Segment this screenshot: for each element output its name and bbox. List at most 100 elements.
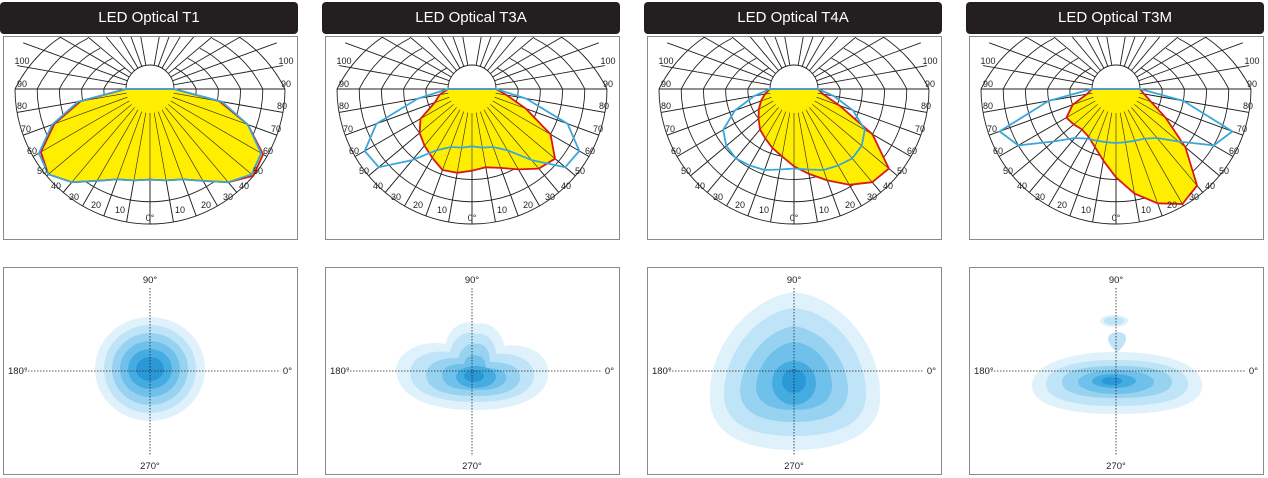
polar-diagram: 100 90 80 70 60 50 40 30 20 10 100 90 80 70 60 50 40 30 20…: [969, 36, 1264, 240]
polar-ring-upper: [14, 37, 62, 90]
polar-spoke-overlay: [354, 100, 452, 157]
polar-grid-overlay: [337, 88, 607, 224]
polar-ring-upper: [1165, 47, 1208, 90]
radial-label-right: 30: [545, 192, 555, 202]
polar-spoke-overlay: [161, 109, 218, 207]
polar-spoke: [1131, 37, 1161, 71]
polar-spoke-overlay: [1028, 107, 1101, 193]
radial-label-right: 40: [1205, 181, 1215, 191]
radial-label-left: 80: [661, 101, 671, 111]
polar-ring-upper: [58, 47, 101, 90]
polar-ring-upper: [358, 37, 411, 90]
polar-spoke-overlay: [368, 104, 454, 177]
polar-ring-upper: [175, 67, 197, 90]
polar-spoke: [1096, 37, 1109, 67]
center-angle-label: 0°: [790, 213, 799, 223]
polar-spoke-overlay: [345, 96, 450, 136]
radial-label-right: 20: [523, 200, 533, 210]
radial-label-right: 100: [1244, 56, 1259, 66]
polar-spoke-overlay: [814, 100, 912, 157]
polar-spoke-overlay: [170, 100, 268, 157]
polar-spoke: [817, 65, 928, 86]
polar-spoke: [168, 37, 213, 74]
polar-grid-overlay: [659, 88, 929, 224]
isolux-label-270: 270°: [462, 461, 482, 472]
polar-spoke-overlay: [492, 100, 590, 157]
polar-spoke: [1138, 42, 1244, 82]
radial-label-left: 60: [349, 146, 359, 156]
radial-label-left: 10: [115, 205, 125, 215]
radial-label-right: 70: [915, 124, 925, 134]
polar-spoke-overlay: [982, 92, 1093, 113]
center-angle-label: 0°: [146, 213, 155, 223]
isolux-label-270: 270°: [1106, 461, 1126, 472]
polar-spoke: [1127, 37, 1147, 69]
isolux-label-180: 180°: [974, 366, 994, 377]
radial-label-right: 80: [599, 101, 609, 111]
radial-label-left: 50: [1003, 166, 1013, 176]
polar-spoke-overlay: [1136, 100, 1234, 157]
polar-ring-upper: [980, 37, 1028, 90]
radial-label-right: 100: [600, 56, 615, 66]
polar-spoke-overlay: [1139, 92, 1250, 113]
polar-ring-upper: [533, 37, 586, 90]
polar-spoke: [816, 42, 922, 82]
polar-spoke-overlay: [16, 92, 127, 113]
polar-spoke-overlay: [812, 104, 898, 177]
isolux-plot: 90° 180° 0° 270°: [652, 275, 936, 472]
polar-ring-upper: [380, 47, 423, 90]
polar-spoke-overlay: [103, 111, 143, 216]
radial-label-left: 20: [1057, 200, 1067, 210]
polar-diagram: 100 90 80 70 60 50 40 30 20 10 100 90 80 70 60 50 40 30 20…: [325, 36, 620, 240]
radial-label-left: 10: [1081, 205, 1091, 215]
polar-spoke: [774, 37, 787, 67]
polar-ring-upper: [403, 57, 435, 90]
polar-spoke: [703, 37, 774, 78]
isolux-plot: 90° 180° 0° 270°: [974, 275, 1258, 472]
polar-spoke-overlay: [172, 96, 277, 136]
polar-spoke-overlay: [153, 112, 174, 223]
radial-label-left: 10: [437, 205, 447, 215]
polar-ring-upper: [1069, 67, 1091, 90]
radial-label-right: 10: [175, 205, 185, 215]
polar-ring-upper: [843, 47, 886, 90]
radial-label-left: 50: [681, 166, 691, 176]
polar-ring-upper: [1204, 37, 1252, 90]
polar-spoke: [1119, 37, 1126, 66]
radial-label-right: 30: [867, 192, 877, 202]
polar-spoke: [157, 37, 170, 67]
polar-spoke: [814, 37, 885, 78]
radial-label-left: 90: [983, 79, 993, 89]
isolux-plot: 90° 180° 0° 270°: [330, 275, 614, 472]
polar-spoke: [492, 37, 563, 78]
polar-spoke: [749, 37, 779, 71]
polar-spoke: [805, 37, 825, 69]
radial-label-left: 40: [695, 181, 705, 191]
radial-label-right: 50: [253, 166, 263, 176]
polar-ring-upper: [81, 57, 113, 90]
polar-spoke: [59, 37, 130, 78]
radial-label-right: 40: [561, 181, 571, 191]
polar-spoke-overlay: [157, 111, 197, 216]
radial-label-right: 70: [593, 124, 603, 134]
isolux-contour: [1104, 317, 1124, 325]
polar-spoke: [344, 42, 450, 82]
isolux-label-90: 90°: [143, 275, 158, 286]
polar-ring-upper: [819, 67, 841, 90]
polar-spoke-overlay: [62, 107, 135, 193]
polar-spoke: [173, 65, 284, 86]
optical-panel-3: LED Optical T4A 100 90 80 70 60 50 40 30 20 10 100 9…: [644, 0, 942, 478]
polar-spoke-overlay: [1012, 104, 1098, 177]
radial-label-right: 60: [907, 146, 917, 156]
radial-label-left: 30: [713, 192, 723, 202]
polar-spoke-overlay: [425, 111, 465, 216]
radial-label-left: 50: [37, 166, 47, 176]
polar-spoke: [338, 65, 449, 86]
polar-spoke: [475, 37, 482, 66]
polar-spoke: [119, 37, 139, 69]
polar-spoke-overlay: [1048, 109, 1105, 207]
radial-label-right: 80: [277, 101, 287, 111]
optical-panel-4: LED Optical T3M 100 90 80 70 60 50 40 30 20 10 100 9…: [966, 0, 1264, 478]
polar-spoke-overlay: [495, 92, 606, 113]
polar-spoke: [731, 37, 776, 74]
